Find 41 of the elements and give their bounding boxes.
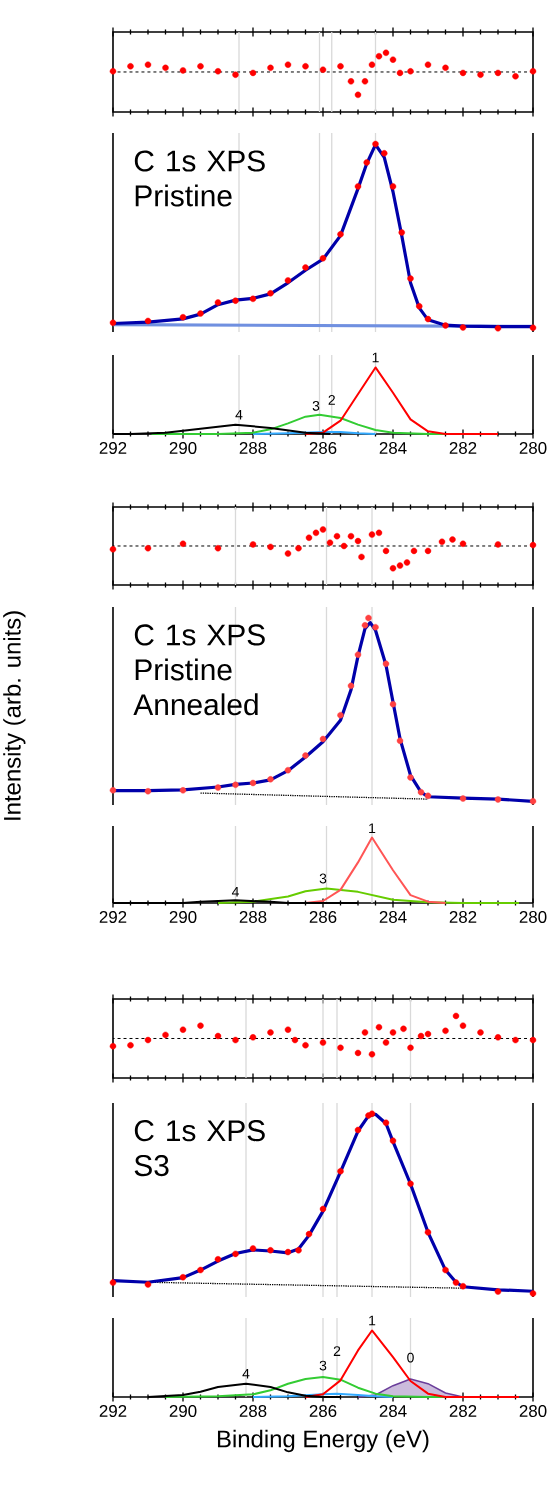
x-tick-label: 292 [99, 1405, 127, 1418]
x-tick-label: 292 [99, 442, 127, 454]
x-tick-label: 282 [449, 911, 477, 924]
annotation: 4 [242, 1368, 250, 1379]
text: Pristine [135, 184, 232, 207]
x-axis-title: Binding Energy (eV) [217, 1429, 429, 1453]
annotation: 3 [312, 400, 320, 411]
annotation: 2 [328, 395, 335, 405]
annotation: 0 [407, 1352, 414, 1363]
chart-title: C 1s XPS [134, 150, 265, 172]
x-tick-label: 290 [169, 442, 197, 454]
y-axis-title: Intensity (arb. units) [3, 611, 26, 820]
annotation: 2 [333, 1346, 341, 1356]
x-tick-label: 280 [519, 442, 547, 454]
x-tick-label: 288 [239, 1405, 267, 1418]
text: S3 [134, 1154, 169, 1177]
x-tick-label: 290 [169, 1405, 197, 1418]
annotation: 4 [235, 409, 243, 420]
annotation: 1 [369, 823, 376, 834]
x-tick-label: 284 [379, 442, 407, 454]
annotation: 3 [319, 873, 327, 884]
text: Pristine Annealed [133, 658, 258, 716]
x-tick-label: 282 [449, 442, 477, 454]
annotation: 1 [369, 1315, 376, 1326]
x-tick-label: 282 [449, 1405, 477, 1418]
x-tick-label: 286 [309, 442, 337, 454]
x-tick-label: 280 [519, 911, 547, 924]
annotation: 3 [319, 1360, 327, 1371]
annotation: 4 [231, 886, 239, 897]
x-tick-label: 286 [309, 1405, 337, 1418]
chart-title: C 1s XPS [134, 624, 265, 646]
x-tick-label: 284 [379, 911, 407, 924]
x-tick-label: 286 [309, 911, 337, 924]
chart-title: C 1s XPS [134, 1120, 265, 1142]
x-tick-label: 288 [239, 911, 267, 924]
x-tick-label: 280 [519, 1405, 547, 1418]
x-tick-label: 288 [239, 442, 267, 454]
x-tick-label: 292 [99, 911, 127, 924]
annotation: 1 [372, 352, 379, 363]
x-tick-label: 284 [379, 1405, 407, 1418]
x-tick-label: 290 [169, 911, 197, 924]
